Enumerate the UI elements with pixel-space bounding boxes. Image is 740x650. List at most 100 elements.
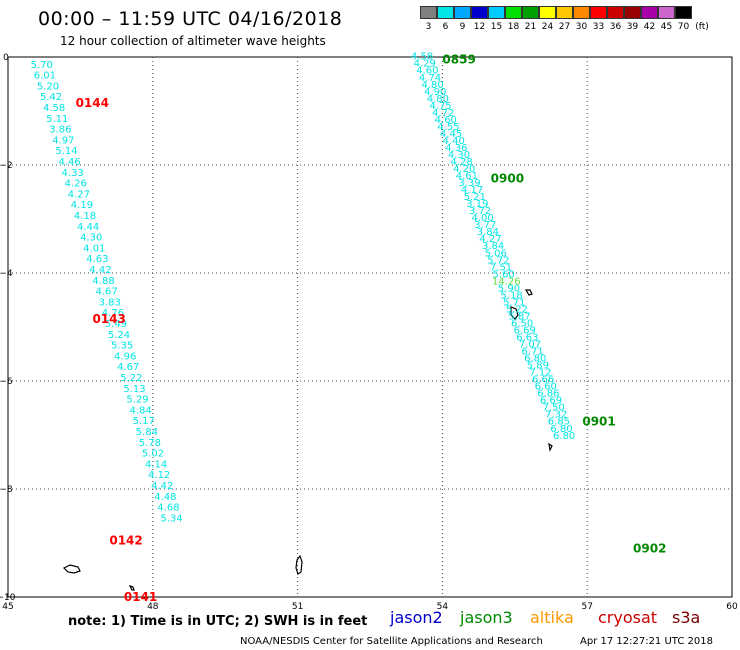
swh-value: 5.22 — [120, 373, 142, 384]
colorbar-tick-label: 30 — [575, 22, 588, 32]
island-outline — [295, 554, 303, 575]
colorbar-tick-label: 42 — [643, 22, 656, 32]
swh-value: 4.33 — [62, 168, 84, 179]
colorbar-unit: (ft) — [695, 22, 709, 32]
swh-value: 4.68 — [157, 503, 179, 514]
swh-value: 5.35 — [111, 341, 133, 352]
swh-value: 4.80 — [427, 94, 449, 105]
swh-value: 5.02 — [142, 449, 164, 460]
credit-footer: NOAA/NESDIS Center for Satellite Applica… — [240, 636, 543, 647]
track-time-label: 0859 — [442, 53, 475, 67]
swh-value: 5.11 — [46, 114, 68, 125]
swh-value: 5.42 — [40, 92, 62, 103]
swh-value: 6.66 — [532, 375, 554, 386]
swh-value: 3.86 — [49, 125, 71, 136]
colorbar-cell — [454, 6, 471, 19]
swh-value: 5.34 — [160, 513, 182, 524]
colorbar-cell — [641, 6, 658, 19]
x-tick-label: 48 — [147, 602, 159, 612]
swh-value: 4.14 — [145, 459, 167, 470]
swh-value: 4.67 — [96, 287, 118, 298]
swh-value: 4.42 — [89, 265, 111, 276]
swh-value: 6.71 — [521, 347, 543, 358]
page-subtitle: 12 hour collection of altimeter wave hei… — [60, 34, 326, 48]
swh-value: 4.26 — [65, 179, 87, 190]
colorbar-tick-label: 6 — [442, 22, 449, 32]
swh-value: 7.12 — [529, 368, 551, 379]
colorbar-cell — [505, 6, 522, 19]
x-tick-label: 51 — [292, 602, 303, 612]
swh-value: 5.21 — [464, 192, 486, 203]
swh-value: 5.17 — [133, 416, 155, 427]
swh-value: 4.58 — [411, 52, 433, 63]
swh-value: 5.70 — [31, 60, 53, 71]
colorbar-tick-label: 15 — [490, 22, 503, 32]
colorbar-cell — [522, 6, 539, 19]
x-tick-label: 54 — [437, 602, 449, 612]
swh-value: 7.50 — [543, 403, 565, 414]
swh-value: 5.29 — [126, 395, 148, 406]
swh-value: 3.84 — [477, 227, 499, 238]
legend-jason2: jason2 — [390, 608, 443, 627]
swh-value: 5.89 — [527, 361, 549, 372]
swh-value: 4.18 — [74, 211, 96, 222]
swh-value: 4.44 — [77, 222, 99, 233]
swh-value: 4.96 — [114, 351, 136, 362]
swh-value: 6.80 — [550, 424, 572, 435]
swh-value: 4.61 — [456, 171, 478, 182]
colorbar-tick-label: 18 — [507, 22, 520, 32]
swh-value: 7.07 — [519, 340, 541, 351]
y-tick-label: −10 — [0, 593, 16, 603]
swh-value: 5.71 — [503, 297, 525, 308]
swh-value: 6.50 — [511, 318, 533, 329]
y-tick-label: −4 — [0, 269, 13, 279]
swh-value: 4.00 — [471, 213, 493, 224]
track-time-label: 0142 — [109, 533, 142, 547]
colorbar-cell — [624, 6, 641, 19]
swh-value: 6.85 — [548, 417, 570, 428]
swh-value: 5.13 — [123, 384, 145, 395]
island-outline — [62, 564, 81, 574]
swh-value: 4.27 — [68, 189, 90, 200]
swh-value: 4.76 — [102, 308, 124, 319]
swh-value: 3.39 — [458, 178, 480, 189]
swh-value: 4.36 — [445, 143, 467, 154]
swh-value: 5.60 — [493, 269, 515, 280]
swh-value: 14.26 — [492, 276, 521, 287]
swh-value: 4.01 — [83, 243, 105, 254]
page-title: 00:00 – 11:59 UTC 04/16/2018 — [38, 8, 343, 30]
island-outline — [524, 289, 533, 296]
swh-value: 4.55 — [437, 122, 459, 133]
swh-value: 6.01 — [34, 71, 56, 82]
colorbar-tick-label: 39 — [626, 22, 639, 32]
colorbar-cell — [556, 6, 573, 19]
colorbar-tick-label: 36 — [609, 22, 622, 32]
track-time-label: 0143 — [92, 312, 125, 326]
colorbar-tick-label: 12 — [473, 22, 486, 32]
swh-value: 4.27 — [479, 234, 501, 245]
swh-value: 4.90 — [424, 87, 446, 98]
y-tick-label: 0 — [3, 53, 9, 63]
x-tick-label: 57 — [581, 602, 592, 612]
generated-timestamp: Apr 17 12:27:21 UTC 2018 — [580, 636, 713, 647]
swh-value: 5.20 — [37, 81, 59, 92]
swh-value: 3.77 — [474, 220, 496, 231]
colorbar-cell — [607, 6, 624, 19]
swh-value: 4.28 — [450, 157, 472, 168]
colorbar-cell — [573, 6, 590, 19]
swh-value: 4.63 — [86, 254, 108, 265]
swh-value: 4.74 — [419, 73, 441, 84]
colorbar-tick-label: 27 — [558, 22, 571, 32]
swh-value: 6.63 — [516, 333, 538, 344]
units-note: note: 1) Time is in UTC; 2) SWH is in fe… — [68, 614, 368, 629]
swh-value: 5.14 — [55, 146, 77, 157]
island-outline — [510, 306, 519, 320]
swh-value: 5.06 — [485, 248, 507, 259]
swh-value: 4.60 — [435, 115, 457, 126]
swh-value: 4.12 — [148, 470, 170, 481]
swh-value: 4.29 — [414, 59, 436, 70]
swh-value: 6.80 — [553, 431, 575, 442]
swh-value: 3.84 — [482, 241, 504, 252]
swh-value: 4.80 — [422, 80, 444, 91]
swh-value: 4.19 — [71, 200, 93, 211]
